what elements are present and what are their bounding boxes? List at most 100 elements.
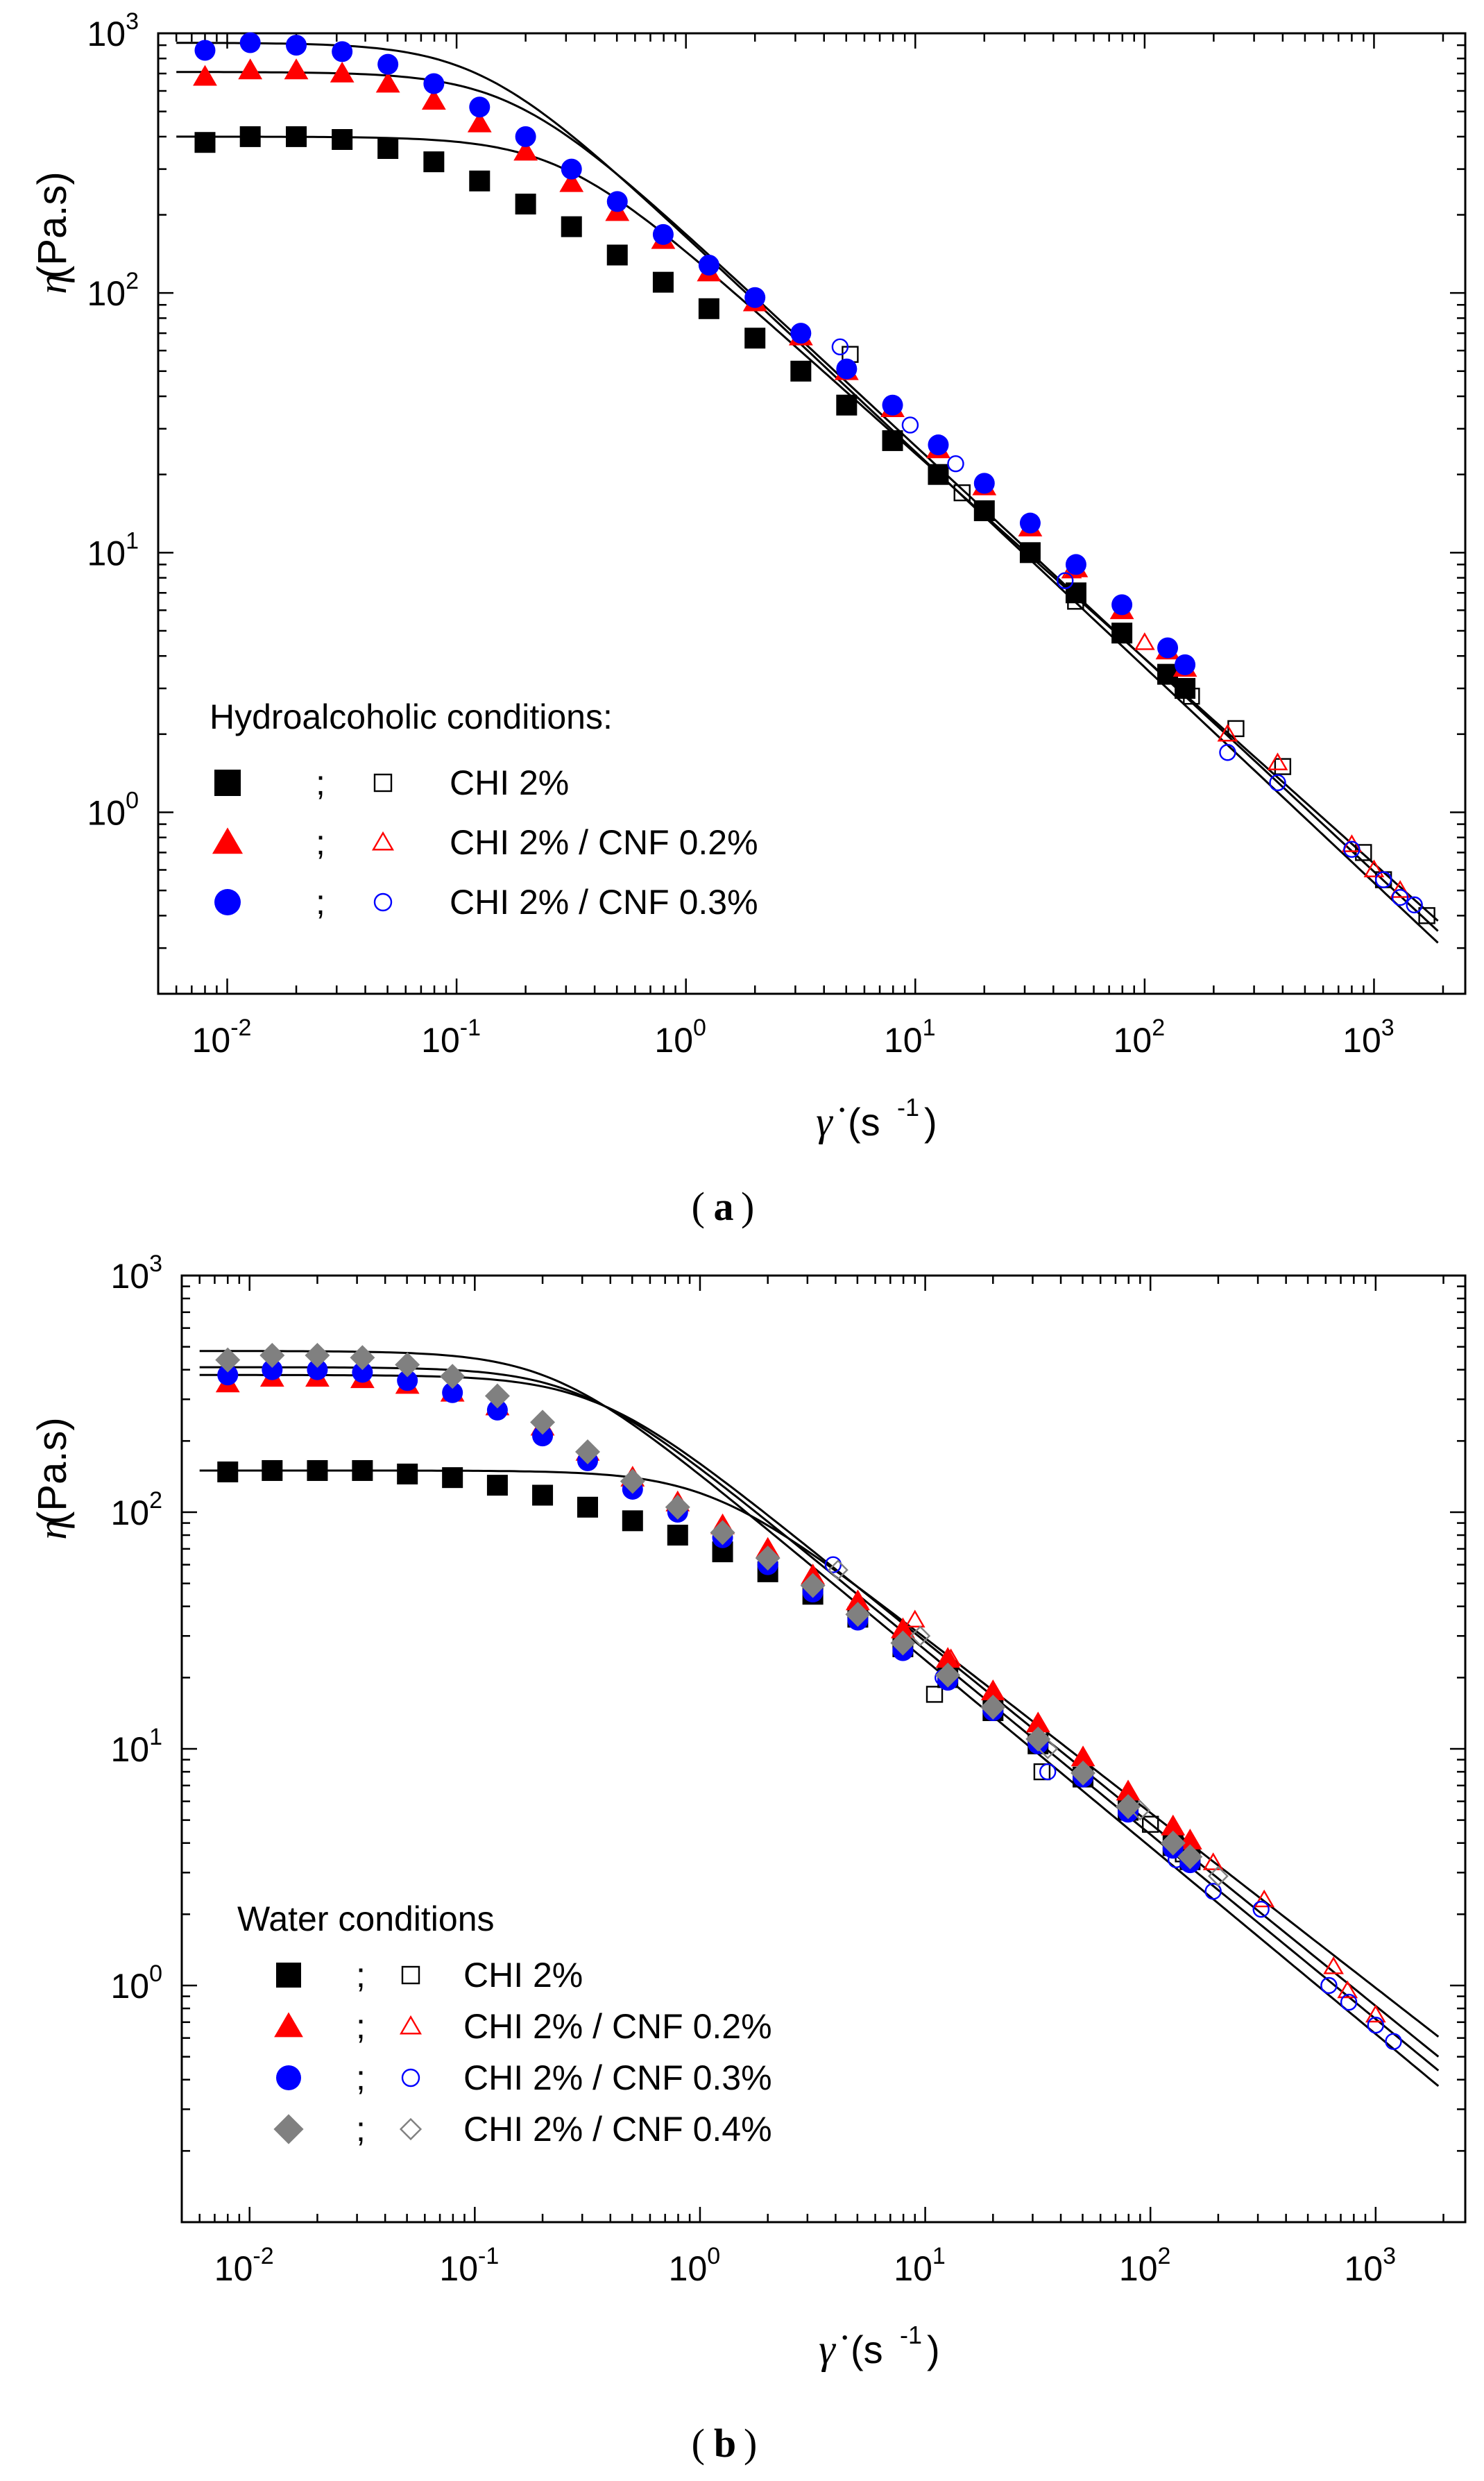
panel-b-point-filled-s4 [530,1409,556,1435]
panel-a-point-filled-s2 [513,139,538,161]
panel-b-data-points [215,1342,1402,2050]
panel-a-point-filled-s1 [973,500,995,521]
panel-b-point-open-s3 [1204,1883,1222,1900]
panel-b-point-filled-s2 [891,1617,915,1639]
panel-b-y-tick-label: 100 [110,1961,162,2006]
panel-b-point-open-s3 [1039,1763,1057,1781]
panel-a-point-filled-s3 [515,126,536,147]
panel-a-point-open-s1 [1067,593,1084,610]
panel-b-point-filled-s4 [845,1602,871,1627]
panel-b-point-filled-s3 [262,1359,283,1380]
panel-a-point-filled-s3 [973,473,995,494]
panel-a-point-open-s2 [1267,752,1288,770]
panel-b-point-filled-s1 [307,1459,328,1481]
panel-b-point-open-s2 [1365,2004,1386,2023]
panel-b-point-filled-s1 [217,1461,239,1482]
panel-a-point-filled-s3 [606,191,628,212]
panel-b-legend-separator: ; [356,2110,366,2149]
panel-a-point-filled-s1 [698,298,719,319]
panel-b-point-open-s4 [1129,1800,1151,1821]
panel-b-tick-labels: 10-2 10-1 100 101 102 103 100 101 102 103 [110,1251,1396,2288]
panel-a-legend-marker-open [373,773,393,793]
panel-a-legend-marker-open [371,831,395,851]
panel-a-point-filled-s2 [193,65,217,86]
panel-a-point-filled-s3 [882,394,903,416]
panel-b-point-filled-s1 [442,1467,463,1489]
panel-a-point-filled-s3 [744,287,766,308]
panel-b-point-filled-s4 [395,1352,420,1378]
panel-b-point-filled-s4 [484,1383,510,1409]
panel-a-point-filled-s2 [238,58,263,80]
panel-a-point-filled-s3 [836,358,858,380]
panel-a-point-filled-s1 [790,360,812,382]
panel-b-legend-label: CHI 2% / CNF 0.2% [463,2007,772,2046]
panel-b-point-open-s3 [1367,2016,1385,2034]
panel-a-legend-separator: ; [316,763,325,802]
panel-b-point-filled-s1 [397,1463,418,1484]
panel-a-legend-label: CHI 2% / CNF 0.3% [450,883,758,922]
panel-b-y-tick-label: 102 [110,1487,162,1532]
panel-b-point-open-s2 [1337,1980,1358,1999]
panel-a-point-filled-s3 [469,96,491,118]
panel-a-ylabel-symbol: η [30,274,75,294]
panel-a-point-filled-s1 [239,126,261,147]
panel-a-point-filled-s1 [606,244,628,266]
panel-b-point-filled-s2 [935,1647,960,1668]
panel-a-data-points [193,32,1435,924]
panel-b-point-open-s2 [940,1648,962,1666]
panel-a-point-filled-s3 [1019,512,1041,534]
panel-b-point-open-s3 [1252,1900,1270,1918]
panel-a-xlabel-exp: -1 [897,1093,919,1121]
panel-b-legend-label: CHI 2% [463,1956,583,1995]
panel-b-point-filled-s4 [620,1468,645,1494]
panel-a-x-tick-label: 103 [1342,1015,1395,1060]
svg-text:(: ( [692,1184,705,1229]
panel-a-point-open-s3 [1343,840,1361,858]
panel-b-point-open-s4 [1037,1738,1059,1759]
panel-b-fit-curve-3 [199,1366,1440,2072]
panel-b-point-filled-s2 [1071,1745,1095,1767]
panel-a-y-tick-label: 102 [87,268,139,313]
panel-a-point-filled-s2 [559,171,584,192]
panel-a-axes [157,32,1467,995]
panel-a-xlabel-symbol: γ̇ [816,1099,844,1144]
panel-b-xlabel-exp: -1 [900,2321,922,2349]
panel-a-x-tick-label: 102 [1114,1015,1166,1060]
panel-a-point-filled-s1 [928,464,949,485]
panel-b-y-tick-label: 103 [110,1251,162,1296]
panel-b-point-filled-s2 [1116,1779,1141,1801]
panel-b-point-filled-s3 [486,1399,508,1421]
panel-a-xlabel-close: ) [924,1100,937,1144]
panel-a-point-filled-s3 [928,434,949,456]
svg-text:): ) [741,1184,754,1229]
svg-text:): ) [744,2421,757,2466]
panel-a-point-filled-s3 [1065,554,1086,575]
panel-b-point-filled-s1 [532,1484,554,1506]
panel-a-point-open-s2 [1390,880,1410,898]
panel-b-point-open-s2 [1254,1889,1275,1908]
panel-a-caption: ( a ) [692,1184,755,1229]
panel-a-point-open-s3 [1374,871,1392,888]
panel-b-caption-letter: b [714,2421,736,2466]
panel-a-legend-label: CHI 2% [450,763,569,802]
panel-b-point-filled-s4 [574,1439,600,1464]
panel-a-legend-title: Hydroalcoholic conditions: [210,697,613,736]
panel-b-point-open-s4 [1208,1865,1229,1887]
panel-a-point-open-s3 [947,455,964,473]
panel-a-point-filled-s1 [469,170,491,192]
panel-b-point-filled-s4 [215,1347,241,1373]
panel-a-legend-separator: ; [316,823,325,862]
panel-a-point-open-s2 [1363,859,1385,878]
panel-b-point-filled-s4 [440,1364,466,1389]
panel-a-point-filled-s3 [652,223,674,245]
panel-b-point-filled-s1 [352,1459,373,1481]
panel-b-point-filled-s2 [846,1589,870,1611]
panel-b-point-filled-s4 [935,1662,961,1688]
panel-a-point-filled-s1 [377,138,399,160]
panel-b-point-open-s2 [904,1609,926,1628]
panel-b-point-open-s2 [1323,1956,1344,1974]
panel-b-xlabel-symbol: γ̇ [819,2326,847,2372]
panel-b-legend-label: CHI 2% / CNF 0.3% [463,2058,772,2097]
panel-b-point-filled-s1 [486,1475,508,1496]
